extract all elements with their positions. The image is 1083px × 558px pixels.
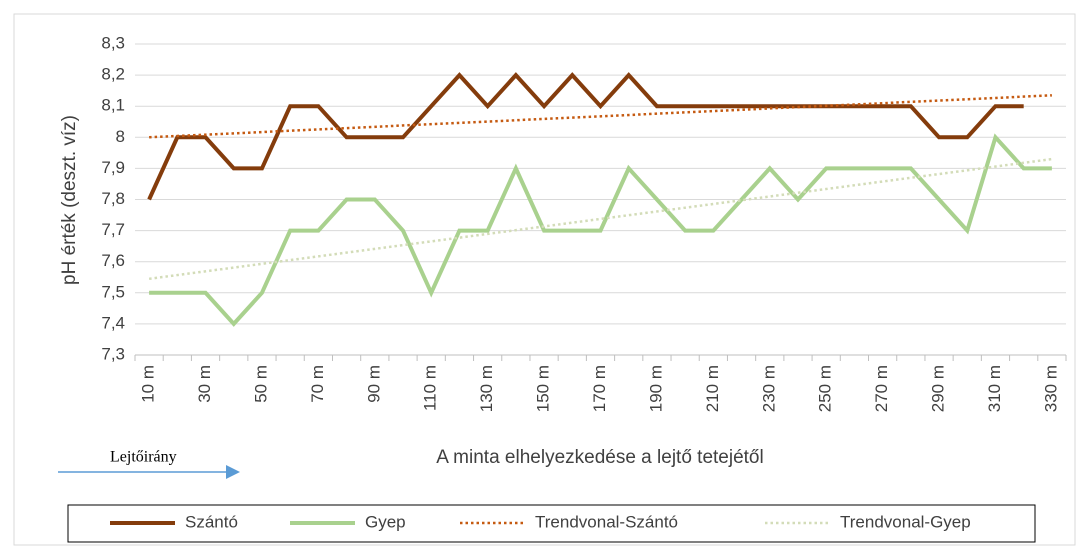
y-tick-label: 8,2 xyxy=(101,65,125,84)
series-line xyxy=(147,72,1024,201)
x-tick-label: 230 m xyxy=(759,365,778,412)
x-tick-label: 70 m xyxy=(308,365,327,403)
y-tick-label: 7,3 xyxy=(101,344,125,363)
x-tick-label: 270 m xyxy=(872,365,891,412)
y-tick-label: 7,4 xyxy=(101,313,125,332)
x-axis-title: A minta elhelyezkedése a lejtő tetejétől xyxy=(436,447,763,468)
annotation: Lejtőirány xyxy=(110,449,177,466)
x-tick-label: 130 m xyxy=(477,365,496,412)
x-tick-label: 310 m xyxy=(985,365,1004,412)
legend-label: Szántó xyxy=(185,512,238,531)
y-tick-label: 7,7 xyxy=(101,220,125,239)
x-tick-label: 250 m xyxy=(816,365,835,412)
arrow-head xyxy=(226,465,240,479)
x-tick-label: 290 m xyxy=(929,365,948,412)
x-tick-label: 150 m xyxy=(534,365,553,412)
series-line xyxy=(149,133,1052,327)
x-tick-label: 210 m xyxy=(703,365,722,412)
y-tick-label: 7,9 xyxy=(101,158,125,177)
y-tick-label: 8 xyxy=(116,127,125,146)
x-tick-label: 50 m xyxy=(251,365,270,403)
legend-box xyxy=(67,504,1036,543)
x-tick-label: 170 m xyxy=(590,365,609,412)
x-tick-label: 110 m xyxy=(421,365,440,411)
x-tick-label: 190 m xyxy=(646,365,665,412)
y-tick-label: 8,1 xyxy=(101,96,125,115)
y-tick-label: 7,6 xyxy=(101,251,125,270)
x-tick-label: 30 m xyxy=(195,365,214,403)
x-tick-label: 90 m xyxy=(364,365,383,403)
y-tick-label: 8,3 xyxy=(101,33,125,52)
x-tick-label: 10 m xyxy=(139,365,158,403)
legend-label: Gyep xyxy=(365,512,406,531)
legend-label: Trendvonal-Gyep xyxy=(840,512,971,531)
y-tick-label: 7,5 xyxy=(101,282,125,301)
x-tick-label: 330 m xyxy=(1041,365,1060,412)
y-tick-label: 7,8 xyxy=(101,189,125,208)
y-axis-title: pH érték (deszt. víz) xyxy=(59,115,80,285)
legend-label: Trendvonal-Szántó xyxy=(535,512,678,531)
trend-line xyxy=(149,94,1052,139)
